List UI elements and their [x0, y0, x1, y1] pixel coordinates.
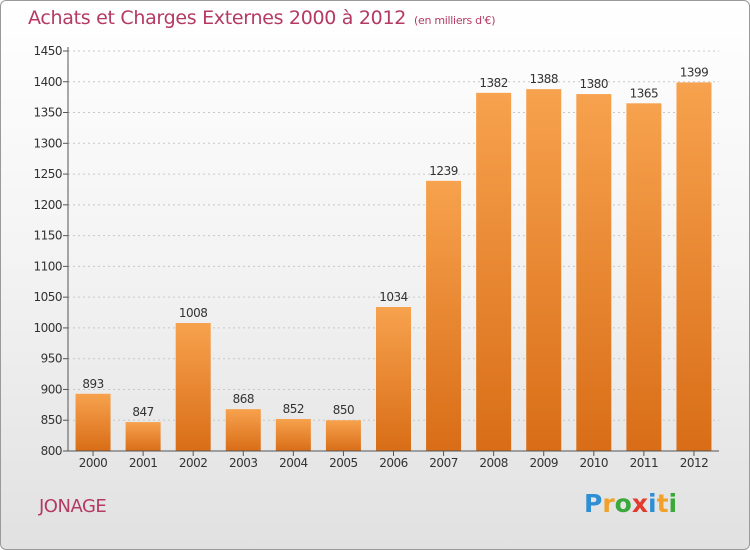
y-tick-label: 1200 — [33, 198, 62, 212]
x-tick-label: 2002 — [179, 456, 208, 470]
data-label: 847 — [132, 405, 153, 419]
x-tick-label: 2012 — [680, 456, 709, 470]
data-label: 852 — [283, 402, 304, 416]
x-tick-label: 2008 — [479, 456, 508, 470]
data-label: 850 — [333, 403, 354, 417]
bar — [125, 422, 161, 451]
y-tick-label: 1450 — [33, 44, 62, 58]
bar — [476, 92, 512, 451]
logo-letter: P — [584, 489, 603, 518]
bar — [225, 409, 261, 451]
logo-letter: r — [602, 489, 615, 518]
title-text: Achats et Charges Externes 2000 à 2012 — [28, 7, 407, 29]
title-unit: (en milliers d'€) — [414, 14, 496, 27]
x-tick-label: 2000 — [79, 456, 108, 470]
y-tick-label: 900 — [41, 382, 62, 396]
x-tick-label: 2011 — [630, 456, 659, 470]
x-tick-label: 2009 — [529, 456, 558, 470]
y-tick-label: 950 — [41, 352, 62, 366]
y-tick-label: 1400 — [33, 75, 62, 89]
logo-letter: t — [656, 489, 669, 518]
x-tick-label: 2001 — [129, 456, 158, 470]
bar — [325, 420, 361, 451]
y-tick-label: 1100 — [33, 259, 62, 273]
data-label: 1008 — [179, 306, 208, 320]
logo-letter: o — [614, 489, 632, 518]
bar — [175, 323, 211, 451]
x-tick-label: 2005 — [329, 456, 358, 470]
data-label: 1388 — [529, 72, 558, 86]
y-tick-label: 1150 — [33, 229, 62, 243]
x-tick-label: 2010 — [580, 456, 609, 470]
bar — [376, 307, 411, 451]
data-label: 868 — [233, 392, 254, 406]
data-label: 1380 — [580, 77, 609, 91]
x-tick-label: 2004 — [279, 456, 308, 470]
logo-letter: x — [631, 489, 648, 518]
y-tick-label: 1350 — [33, 106, 62, 120]
data-label: 1399 — [680, 65, 709, 79]
y-tick-label: 1300 — [33, 136, 62, 150]
x-tick-label: 2007 — [429, 456, 458, 470]
logo-letter: i — [648, 489, 657, 518]
data-label: 1382 — [479, 76, 508, 90]
data-label: 1034 — [379, 290, 408, 304]
y-tick-label: 1050 — [33, 290, 62, 304]
x-tick-label: 2006 — [379, 456, 408, 470]
bar — [426, 180, 462, 451]
y-tick-label: 1250 — [33, 167, 62, 181]
city-name: JONAGE — [39, 496, 107, 517]
chart-title: Achats et Charges Externes 2000 à 2012 (e… — [28, 7, 496, 29]
proxiti-logo: Proxiti — [584, 489, 677, 518]
x-tick-label: 2003 — [229, 456, 258, 470]
bar — [275, 419, 311, 451]
logo-letter: i — [668, 489, 678, 518]
bar — [526, 89, 562, 452]
data-label: 1365 — [630, 86, 659, 100]
bar — [676, 82, 712, 451]
data-label: 893 — [82, 377, 103, 391]
bar — [626, 103, 662, 452]
y-tick-label: 1000 — [33, 321, 62, 335]
y-tick-label: 850 — [41, 413, 62, 427]
bar — [75, 393, 111, 451]
bar — [576, 94, 612, 452]
y-tick-label: 800 — [41, 444, 62, 458]
data-label: 1239 — [429, 164, 458, 178]
